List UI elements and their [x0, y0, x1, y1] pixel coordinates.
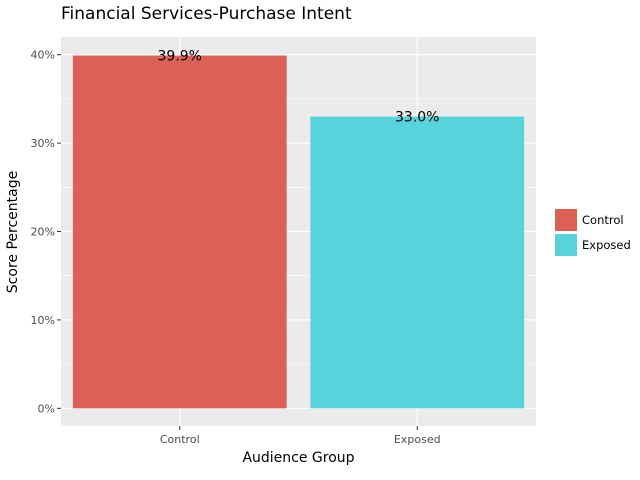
y-tick-label: 10% — [31, 314, 55, 327]
x-tick-label: Exposed — [394, 433, 441, 446]
bar-exposed — [310, 116, 525, 409]
legend-swatch-control — [555, 208, 577, 231]
y-tick-label: 20% — [31, 226, 55, 239]
y-tick-label: 30% — [31, 137, 55, 150]
value-label-control: 39.9% — [158, 49, 202, 65]
legend-label-exposed: Exposed — [582, 237, 631, 252]
value-label-exposed: 33.0% — [395, 110, 439, 126]
legend-item-exposed: Exposed — [555, 232, 631, 257]
y-tick-label: 40% — [31, 49, 55, 62]
y-tick-label: 0% — [38, 402, 55, 415]
legend-swatch-exposed — [555, 233, 577, 256]
x-tick-label: Control — [160, 433, 200, 446]
y-axis-label: Score Percentage — [5, 170, 21, 294]
bars — [72, 55, 525, 409]
chart-title: Financial Services-Purchase Intent — [61, 4, 352, 24]
value-labels: 39.9% 33.0% — [158, 49, 440, 126]
bar-control — [72, 55, 287, 409]
y-axis: 0% 10% 20% 30% 40% — [31, 49, 61, 415]
legend: Control Exposed — [555, 207, 631, 257]
legend-item-control: Control — [555, 207, 631, 232]
x-axis-label: Audience Group — [242, 450, 355, 466]
legend-label-control: Control — [582, 212, 624, 227]
x-axis: Control Exposed — [160, 426, 441, 446]
